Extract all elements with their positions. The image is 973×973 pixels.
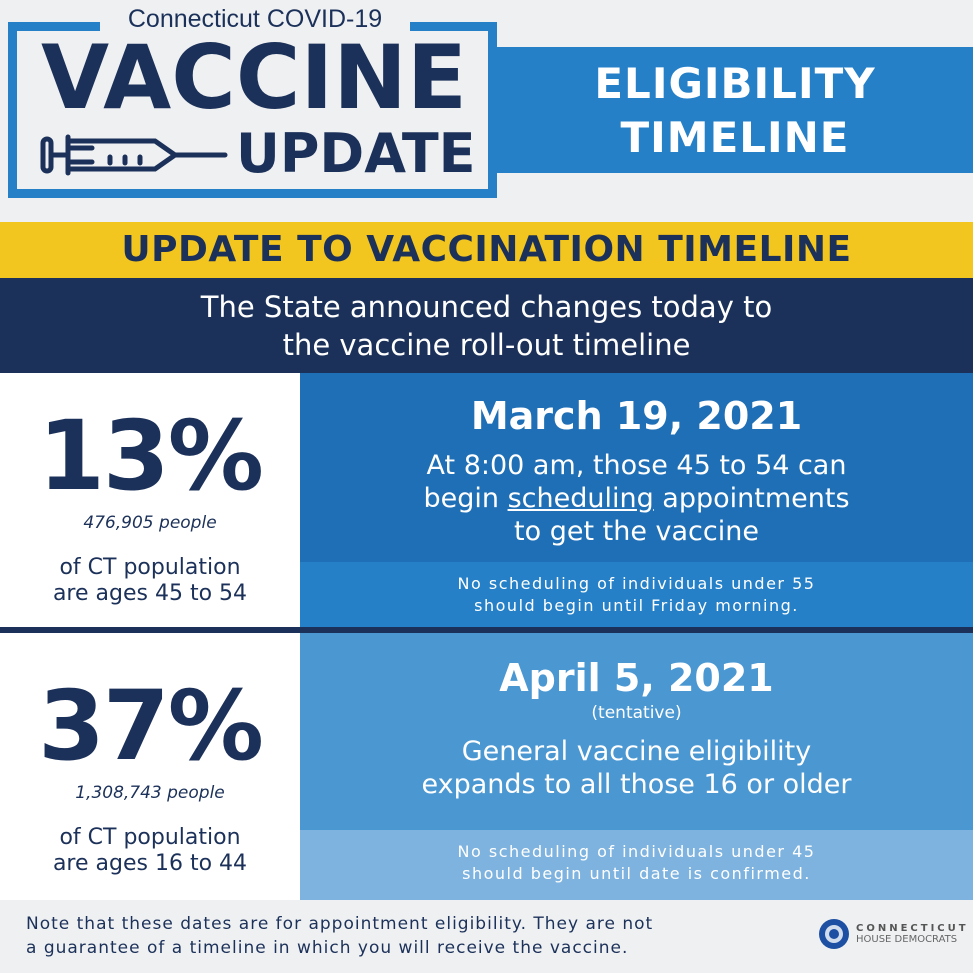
disclaimer-line: Note that these dates are for appointmen… <box>26 914 654 934</box>
note-line: No scheduling of individuals under 55 <box>457 574 816 593</box>
timeline-entry: April 5, 2021 (tentative) General vaccin… <box>300 633 973 830</box>
banner-line: ELIGIBILITY <box>594 59 876 108</box>
eligibility-banner: ELIGIBILITY TIMELINE <box>497 47 973 173</box>
org-logo: CONNECTICUT HOUSE DEMOCRATS <box>818 918 969 950</box>
intro-line: The State announced changes today to <box>200 290 773 324</box>
stat-desc: of CT population <box>59 555 241 580</box>
timeline-desc: At 8:00 am, those 45 to 54 can <box>426 450 847 481</box>
text: appointments <box>653 483 850 514</box>
org-name: CONNECTICUT <box>856 923 969 934</box>
stat-desc: are ages 16 to 44 <box>52 851 248 876</box>
syringe-icon <box>40 134 228 176</box>
logo-supertitle: Connecticut COVID-19 <box>100 4 410 34</box>
state-seal-icon <box>819 919 849 949</box>
note-line: should begin until Friday morning. <box>474 596 799 615</box>
timeline-desc: expands to all those 16 or older <box>421 769 852 800</box>
note-line: No scheduling of individuals under 45 <box>457 842 816 861</box>
stat-panel: 37% 1,308,743 people of CT population ar… <box>0 633 300 900</box>
banner-line: TIMELINE <box>620 113 850 162</box>
timeline-entry: March 19, 2021 At 8:00 am, those 45 to 5… <box>300 373 973 562</box>
timeline-desc: to get the vaccine <box>514 516 759 547</box>
timeline-date: April 5, 2021 <box>499 656 774 700</box>
stat-desc: are ages 45 to 54 <box>52 581 248 606</box>
stat-people: 1,308,743 people <box>75 783 225 803</box>
stat-percent: 13% <box>38 400 264 512</box>
disclaimer: Note that these dates are for appointmen… <box>26 912 653 960</box>
note-line: should begin until date is confirmed. <box>462 864 811 883</box>
stat-percent: 37% <box>38 670 264 782</box>
timeline-desc: General vaccine eligibility <box>461 736 812 767</box>
emphasis: scheduling <box>507 483 654 514</box>
timeline-note: No scheduling of individuals under 45 sh… <box>300 830 973 900</box>
intro-line: the vaccine roll-out timeline <box>282 328 691 362</box>
stat-people: 476,905 people <box>83 513 217 533</box>
stat-desc: of CT population <box>59 825 241 850</box>
timeline-note: No scheduling of individuals under 55 sh… <box>300 562 973 627</box>
tentative-label: (tentative) <box>591 703 682 723</box>
stat-panel: 13% 476,905 people of CT population are … <box>0 373 300 627</box>
timeline-date: March 19, 2021 <box>470 394 803 438</box>
timeline-desc: begin scheduling appointments <box>300 482 973 515</box>
org-name: HOUSE DEMOCRATS <box>856 934 958 945</box>
divider <box>0 627 973 633</box>
text: begin <box>423 483 508 514</box>
disclaimer-line: a guarantee of a timeline in which you w… <box>26 938 629 958</box>
logo-title: VACCINE <box>41 26 467 129</box>
intro: The State announced changes today to the… <box>0 278 973 373</box>
headline: UPDATE TO VACCINATION TIMELINE <box>0 222 973 278</box>
logo-subtitle: UPDATE <box>236 122 476 185</box>
